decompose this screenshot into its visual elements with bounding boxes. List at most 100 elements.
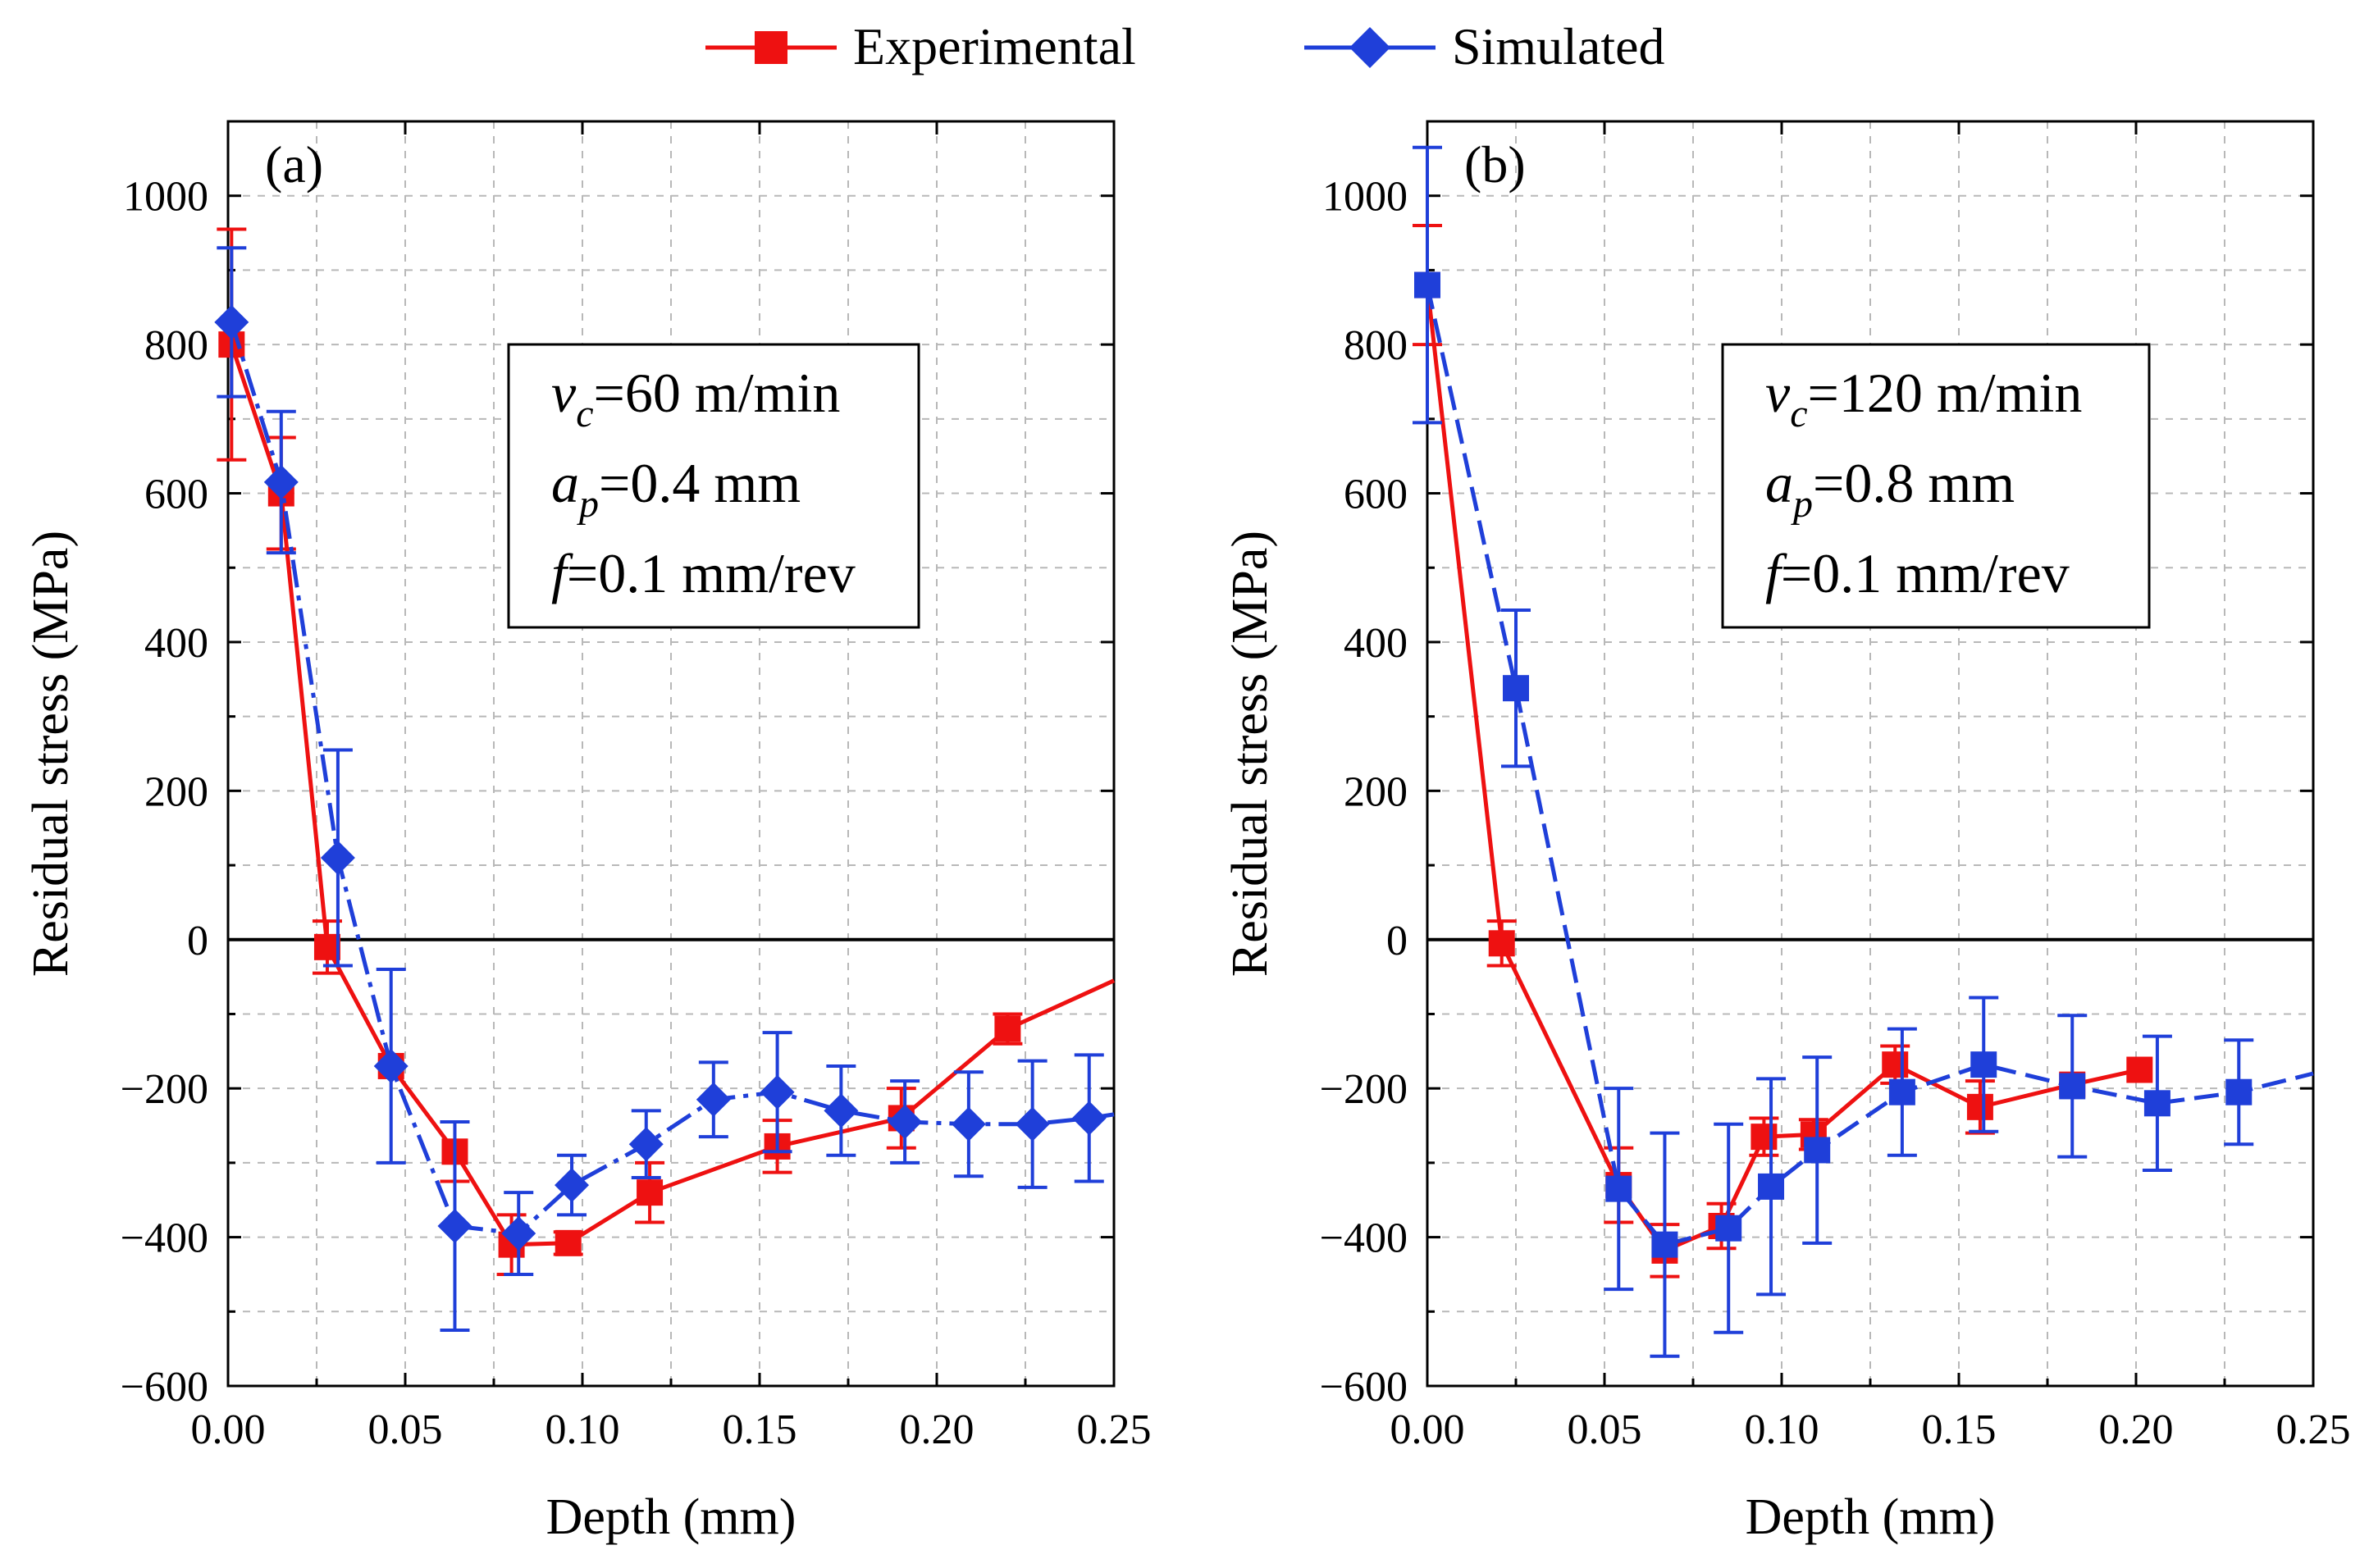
data-point-simulated-a-11 (888, 1104, 923, 1139)
legend-label-simulated: Simulated (1452, 17, 1665, 75)
data-point-experimental-a-7 (637, 1179, 664, 1206)
plot-area-a (228, 121, 1114, 1386)
data-point-simulated-b-8 (1970, 1051, 1997, 1078)
y-tick-label-a-4: 200 (144, 768, 208, 815)
data-point-simulated-b-4 (1715, 1215, 1742, 1242)
data-point-simulated-a-13 (1015, 1106, 1050, 1142)
y-tick-label-b-4: 200 (1344, 768, 1408, 815)
data-point-experimental-b-5 (1751, 1124, 1778, 1151)
x-tick-label-b-1: 0.05 (1568, 1406, 1642, 1453)
x-axis-title-a: Depth (mm) (546, 1489, 797, 1545)
legend-entry-simulated: Simulated (1304, 17, 1665, 75)
parameter-ap-b: ap=0.8 mm (1765, 452, 2015, 526)
parameter-box-frame-b (1721, 343, 2151, 629)
panel-b: 0.00 0.05 0.10 0.15 0.20 0.25 −600 −400 −200 0 200… (1222, 120, 2351, 1545)
y-axis-title-b: Residual stress (MPa) (1222, 531, 1278, 977)
parameter-value-f: =0.1 mm/rev (567, 542, 856, 604)
parameter-value-f: =0.1 mm/rev (1781, 542, 2070, 604)
y-tick-label-b-7: 800 (1344, 322, 1408, 369)
legend-marker-experimental (755, 31, 787, 64)
legend-label-experimental: Experimental (853, 17, 1136, 75)
panel-label-b: (b) (1464, 135, 1526, 194)
y-tick-label-b-6: 600 (1344, 472, 1408, 518)
y-tick-label-b-5: 400 (1344, 620, 1408, 667)
panel-label-a: (a) (265, 135, 323, 194)
x-axis-title-b: Depth (mm) (1746, 1489, 1996, 1545)
parameter-symbol-ap: a (1765, 452, 1793, 514)
legend-entry-experimental: Experimental (705, 17, 1136, 75)
data-point-simulated-b-7 (1888, 1078, 1915, 1105)
data-point-simulated-a-0 (214, 304, 249, 340)
plot-area-b (1427, 121, 2313, 1386)
parameter-value-vc: =120 m/min (1808, 362, 2083, 424)
data-point-simulated-a-1 (263, 464, 299, 499)
data-point-simulated-b-3 (1651, 1231, 1678, 1258)
x-tick-label-b-0: 0.00 (1390, 1406, 1465, 1453)
data-point-simulated-a-9 (760, 1074, 795, 1110)
parameter-f-b: f=0.1 mm/rev (1765, 542, 2070, 604)
data-point-simulated-a-10 (824, 1093, 859, 1128)
parameter-symbol-vc: v (551, 362, 577, 424)
parameter-ap-a: ap=0.4 mm (551, 452, 801, 526)
data-point-simulated-b-10 (2143, 1090, 2170, 1117)
data-point-simulated-b-5 (1758, 1173, 1785, 1200)
legend: Experimental Simulated (705, 17, 1665, 75)
parameter-value-ap: =0.8 mm (1813, 452, 2015, 514)
x-tick-label-a-3: 0.15 (723, 1406, 797, 1453)
y-tick-label-a-5: 400 (144, 620, 208, 667)
y-tick-label-a-2: −200 (121, 1066, 208, 1113)
series-simulated-a (214, 246, 1115, 1332)
data-point-simulated-b-2 (1605, 1175, 1632, 1202)
x-tick-label-a-4: 0.20 (900, 1406, 975, 1453)
legend-marker-simulated (1349, 27, 1390, 68)
parameter-symbol-ap: a (551, 452, 579, 514)
data-point-simulated-b-11 (2225, 1078, 2253, 1105)
data-point-simulated-b-0 (1414, 271, 1440, 299)
data-point-simulated-a-4 (437, 1208, 472, 1243)
parameter-f-a: f=0.1 mm/rev (551, 542, 856, 604)
y-tick-label-a-8: 1000 (123, 174, 208, 221)
data-point-simulated-b-1 (1503, 675, 1529, 702)
data-point-experimental-a-2 (313, 933, 340, 960)
data-point-simulated-a-5 (501, 1216, 536, 1251)
x-tick-label-a-1: 0.05 (368, 1406, 443, 1453)
x-tick-label-b-3: 0.15 (1922, 1406, 1997, 1453)
series-simulated-b (1413, 145, 2314, 1358)
y-tick-label-b-3: 0 (1386, 918, 1408, 964)
parameter-symbol-vc: v (1765, 362, 1791, 424)
parameter-box-frame-a (507, 343, 920, 629)
y-tick-label-a-1: −400 (121, 1215, 208, 1262)
y-tick-label-b-8: 1000 (1322, 174, 1408, 221)
data-point-simulated-a-3 (373, 1048, 409, 1083)
parameter-subscript-ap: p (1791, 482, 1813, 526)
x-tick-label-a-0: 0.00 (191, 1406, 266, 1453)
data-point-simulated-a-8 (696, 1082, 731, 1117)
x-tick-label-b-4: 0.20 (2099, 1406, 2174, 1453)
data-point-experimental-a-6 (555, 1229, 582, 1256)
data-point-experimental-b-8 (1966, 1093, 1993, 1120)
x-tick-label-b-5: 0.25 (2276, 1406, 2351, 1453)
parameter-subscript-ap: p (577, 482, 599, 526)
parameter-vc-a: vc=60 m/min (551, 362, 840, 435)
parameter-value-vc: =60 m/min (594, 362, 841, 424)
data-point-simulated-b-9 (2059, 1073, 2086, 1100)
y-tick-label-b-2: −200 (1320, 1066, 1408, 1113)
y-tick-label-a-0: −600 (121, 1364, 208, 1411)
data-point-experimental-b-10 (2126, 1056, 2153, 1083)
parameter-subscript-vc: c (576, 392, 593, 435)
parameter-vc-b: vc=120 m/min (1765, 362, 2082, 435)
y-tick-label-b-0: −600 (1320, 1364, 1408, 1411)
parameter-subscript-vc: c (1790, 392, 1807, 435)
x-tick-label-b-2: 0.10 (1745, 1406, 1819, 1453)
parameter-value-ap: =0.4 mm (599, 452, 801, 514)
x-tick-label-a-5: 0.25 (1077, 1406, 1152, 1453)
data-point-experimental-a-10 (994, 1015, 1021, 1042)
data-point-simulated-a-14 (1071, 1101, 1107, 1136)
y-tick-label-a-3: 0 (187, 918, 208, 964)
y-axis-title-a: Residual stress (MPa) (23, 531, 79, 977)
data-point-simulated-a-2 (320, 840, 355, 875)
x-tick-label-a-2: 0.10 (545, 1406, 620, 1453)
